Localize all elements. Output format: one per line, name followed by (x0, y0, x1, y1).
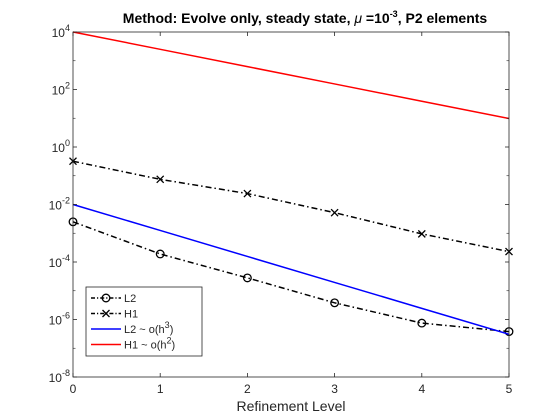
data-point-0-3 (330, 298, 340, 308)
series-line-3 (72, 31, 510, 120)
y-tick-label-4: 100 (52, 138, 70, 155)
title-suffix: , P2 elements (398, 10, 488, 26)
legend-label-3: H1 ~ o(h2) (124, 336, 175, 352)
x-tick-label-0: 0 (70, 382, 77, 396)
x-tick-label-1: 1 (157, 382, 164, 396)
title-mu: μ (353, 10, 362, 26)
y-tick-label-6: 104 (52, 23, 70, 40)
title-exponent: -3 (390, 9, 398, 19)
y-tick-label-0: 10-8 (49, 368, 70, 385)
x-tick-label-5: 5 (506, 382, 513, 396)
x-tick-label-3: 3 (331, 382, 338, 396)
legend-entry-1: H1 (91, 309, 138, 321)
legend-entry-0: L2 (91, 293, 136, 305)
legend-marker-1 (102, 309, 110, 318)
axes-layer: 0 1 2 3 4 5 10-8 10-6 10-4 10-2 100 102 104 (49, 23, 513, 396)
y-tick-label-3: 10-2 (49, 196, 70, 213)
title-prefix: Method: Evolve only, steady state, (123, 10, 355, 26)
data-point-1-1 (156, 175, 165, 184)
series-line-0 (72, 221, 510, 333)
y-tick-label-2: 10-4 (49, 253, 70, 270)
title-equals: =10 (362, 10, 390, 26)
data-point-1-3 (330, 208, 339, 217)
x-axis-label: Refinement Level (237, 398, 346, 414)
legend-label-2: L2 ~ o(h3) (124, 320, 173, 336)
data-point-0-1 (155, 249, 165, 259)
legend-entry-2: L2 ~ o(h3) (91, 320, 173, 336)
legend-marker-0 (101, 293, 111, 303)
legend-entry-3: H1 ~ o(h2) (91, 336, 175, 352)
data-point-0-4 (417, 318, 427, 328)
x-tick-label-4: 4 (418, 382, 425, 396)
series-line-2 (72, 203, 510, 336)
legend-label-0: L2 (124, 293, 136, 305)
data-point-1-4 (417, 229, 426, 238)
y-tick-label-5: 102 (52, 81, 70, 98)
y-tick-label-1: 10-6 (49, 311, 70, 328)
data-point-0-2 (242, 273, 252, 283)
x-tick-label-2: 2 (244, 382, 251, 396)
legend-label-1: H1 (124, 309, 138, 321)
chart-title: Method: Evolve only, steady state, μ =10… (123, 9, 488, 26)
data-point-1-2 (243, 189, 252, 198)
